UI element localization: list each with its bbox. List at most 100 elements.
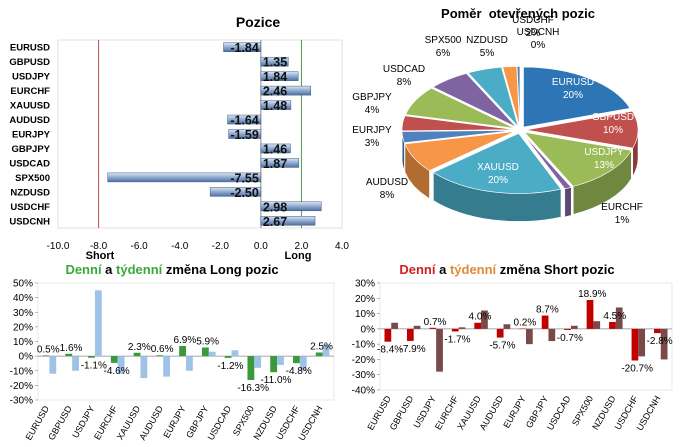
pie-slice xyxy=(405,87,515,129)
y-tick-label: -30% xyxy=(10,396,33,407)
weekly-change-bar xyxy=(436,328,443,372)
data-label: 5.9% xyxy=(196,336,219,347)
y-tick-label: 10% xyxy=(355,309,375,320)
x-tick-label: -2.0 xyxy=(212,241,230,252)
value-label: 1.35 xyxy=(263,56,287,70)
daily-change-bar xyxy=(315,352,323,357)
title-part: Denní xyxy=(399,262,436,277)
weekly-change-bar xyxy=(49,356,57,374)
value-label: 1.46 xyxy=(263,142,287,156)
position-bar xyxy=(260,56,289,67)
positions-chart: Pozice EURUSD GBPUSD USDJPY EURCHF XAUUSD AUD… xyxy=(9,14,349,262)
data-label: 2.5% xyxy=(310,341,333,352)
category-label: USDJPY xyxy=(12,72,51,83)
data-label: -1.1% xyxy=(81,361,107,372)
y-tick-label: 20% xyxy=(355,294,375,305)
category-label: USDCAD xyxy=(9,158,50,169)
data-label: 0.5% xyxy=(37,344,60,355)
position-bar xyxy=(260,201,322,212)
daily-change-bar xyxy=(65,353,73,357)
value-label: 1.48 xyxy=(263,99,287,113)
daily-change-bar xyxy=(429,327,437,329)
daily-change-bar xyxy=(631,328,639,361)
pie-slice-side xyxy=(564,186,572,218)
y-tick-label: 0% xyxy=(19,352,34,363)
pie-slice xyxy=(502,66,520,127)
data-label: 0.7% xyxy=(424,317,447,328)
daily-change-bar xyxy=(133,352,141,357)
weekly-change-bar xyxy=(299,356,307,371)
weekly-change-bar xyxy=(254,356,262,368)
weekly-change-bar xyxy=(277,356,284,365)
open-positions-pie: Poměr otevřených pozic EURUSD 20% GBPUSD 10… xyxy=(352,6,643,226)
data-label: -1.7% xyxy=(444,334,470,345)
pie-slice-label: EURJPY 3% xyxy=(352,125,392,149)
weekly-change-bar xyxy=(72,356,79,371)
category-label: XAUUSD xyxy=(10,101,50,112)
weekly-change-bar xyxy=(208,351,216,357)
short-change-chart: Denní a týdenní změna Short pozic 30% 20%… xyxy=(352,262,673,432)
data-label: 8.7% xyxy=(536,305,559,316)
y-tick-label: 10% xyxy=(13,337,33,348)
value-label: -1.84 xyxy=(230,41,259,55)
position-bar xyxy=(107,172,262,183)
pie-slice-label: SPX500 6% xyxy=(425,35,462,59)
data-label: 18.9% xyxy=(578,289,606,300)
data-label: -1.2% xyxy=(217,361,243,372)
y-tick-label: 20% xyxy=(13,322,33,333)
y-tick-label: 50% xyxy=(13,279,33,290)
title-part: týdenní xyxy=(450,262,497,277)
weekly-change-bar xyxy=(548,328,556,342)
pie-slice xyxy=(401,115,515,132)
daily-change-bar xyxy=(541,315,549,329)
daily-change-bar xyxy=(609,321,616,329)
data-label: -2.8% xyxy=(647,336,673,347)
daily-change-bar xyxy=(179,346,186,357)
weekly-change-bar xyxy=(481,310,488,329)
daily-change-bar xyxy=(110,356,118,363)
data-label: -16.3% xyxy=(237,383,269,394)
category-label: AUDUSD xyxy=(9,115,50,126)
category-label: GBPUSD xyxy=(9,57,50,68)
daily-change-bar xyxy=(564,328,571,330)
pie-slice-label: USDCAD 8% xyxy=(383,64,425,88)
weekly-change-bar xyxy=(660,328,668,360)
position-bar xyxy=(260,216,316,226)
weekly-change-bar xyxy=(593,321,601,329)
daily-change-bar xyxy=(247,356,255,380)
value-label: -1.59 xyxy=(230,128,259,142)
weekly-change-bar xyxy=(391,322,398,329)
daily-change-bar xyxy=(293,356,300,364)
pie-slice xyxy=(516,66,521,127)
daily-change-bar xyxy=(156,355,164,357)
y-tick-label: -40% xyxy=(352,386,375,397)
position-bar xyxy=(260,143,291,154)
y-tick-label: 0% xyxy=(361,324,376,335)
value-label: 1.84 xyxy=(263,70,287,84)
daily-change-bar xyxy=(654,328,661,334)
category-label: USDCNH xyxy=(9,216,50,227)
pie-slice xyxy=(432,133,562,194)
pie-slice xyxy=(467,66,519,127)
x-tick-label: -6.0 xyxy=(131,241,149,252)
positions-chart-title: Pozice xyxy=(236,14,281,30)
daily-change-bar xyxy=(201,347,209,357)
position-bar xyxy=(227,114,262,125)
data-label: 0.2% xyxy=(513,318,536,329)
pie-slice xyxy=(523,131,632,187)
pie-slice-label: EURUSD 20% xyxy=(552,77,594,101)
weekly-change-bar xyxy=(413,325,421,329)
pie-slice-label: GBPUSD 10% xyxy=(592,112,634,136)
title-part: a xyxy=(102,262,116,277)
title-part: změna Short pozic xyxy=(496,262,614,277)
pie-slice-label: USDCHF 2% xyxy=(512,15,554,39)
x-tick-label: -4.0 xyxy=(171,241,189,252)
data-label: 2.3% xyxy=(128,342,151,353)
position-bar xyxy=(260,71,299,81)
pie-slice xyxy=(522,133,572,190)
pie-slice xyxy=(525,110,639,149)
y-tick-label: -20% xyxy=(10,381,33,392)
daily-change-bar xyxy=(496,328,504,338)
pie-slice xyxy=(404,131,515,171)
